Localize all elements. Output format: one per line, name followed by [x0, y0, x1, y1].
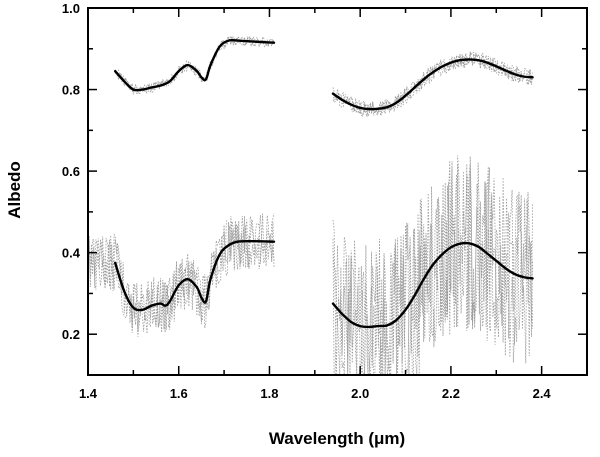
- x-tick-label: 1.8: [260, 386, 278, 401]
- axis-ticks: [87, 7, 587, 375]
- observed-spectrum-3-trace-1: [332, 156, 533, 376]
- observed-spectrum-2-trace-0: [87, 214, 275, 333]
- model-curve-1: [331, 58, 534, 111]
- y-tick-label: 0.2: [62, 327, 80, 342]
- y-tick-label: 0.6: [62, 164, 80, 179]
- x-tick-labels: 1.4 1.6 1.8 2.0 2.2 2.4: [79, 386, 551, 401]
- model-curve-0: [114, 38, 276, 92]
- x-tick-label: 1.6: [170, 386, 188, 401]
- observed-spectrum-1-trace-2: [332, 51, 533, 117]
- model-curve-3: [331, 241, 534, 329]
- y-axis-title: Albedo: [5, 161, 24, 219]
- y-tick-labels: 0.2 0.4 0.6 0.8 1.0: [62, 1, 81, 342]
- x-tick-label: 1.4: [79, 386, 98, 401]
- observed-spectrum-0-trace-2: [114, 36, 275, 94]
- observed-spectrum-2-trace-2: [87, 213, 275, 333]
- y-tick-label: 1.0: [62, 1, 80, 16]
- y-tick-label: 0.8: [62, 83, 80, 98]
- model-curve-2: [114, 239, 276, 312]
- observed-spectrum-1-trace-1: [332, 55, 533, 117]
- observed-spectrum-2-trace-1: [87, 215, 275, 337]
- y-tick-label: 0.4: [62, 246, 81, 261]
- model-curves: [114, 38, 534, 329]
- plot-frame: [87, 7, 588, 376]
- observed-spectrum-3-trace-2: [332, 155, 533, 376]
- x-tick-label: 2.0: [351, 386, 369, 401]
- x-axis-title: Wavelength (μm): [269, 429, 405, 448]
- x-tick-label: 2.2: [442, 386, 460, 401]
- x-tick-label: 2.4: [533, 386, 552, 401]
